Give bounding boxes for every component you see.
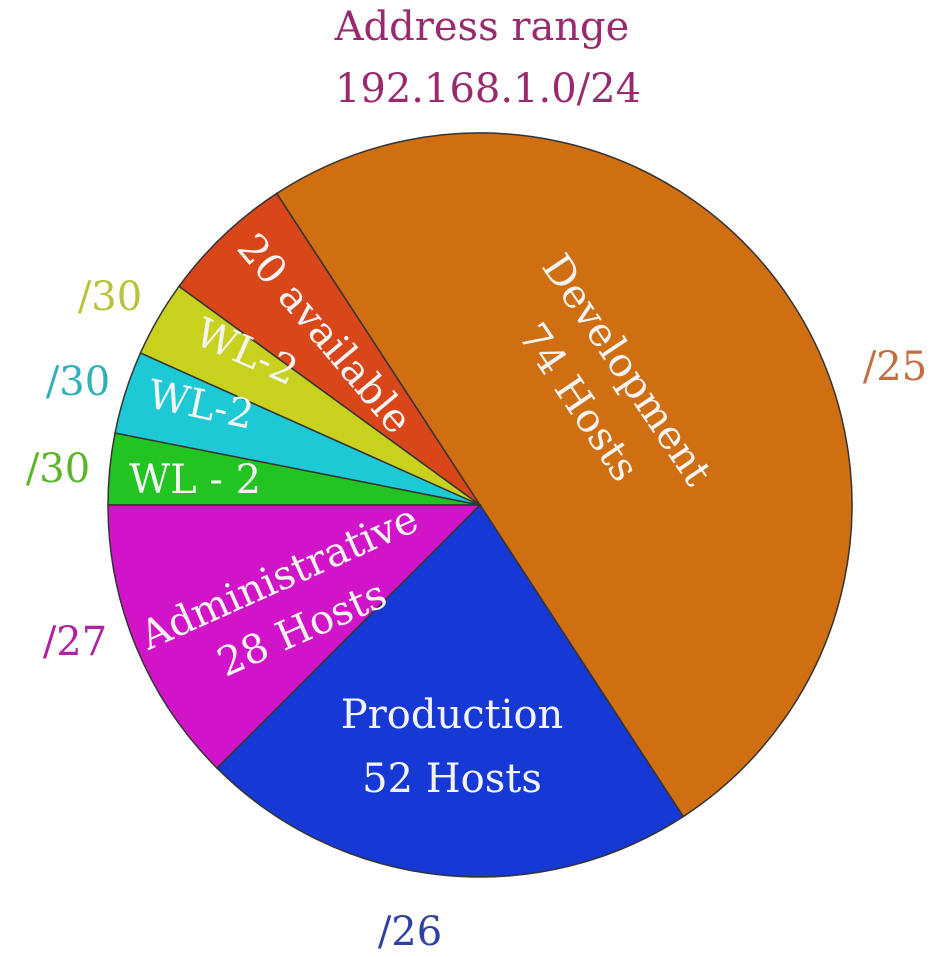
prefix-label: /25 — [863, 344, 927, 390]
slice-label: Production — [341, 692, 564, 738]
prefix-label: /30 — [78, 274, 142, 320]
prefix-label: /26 — [378, 909, 442, 955]
pie-slice — [275, 132, 853, 818]
title-line: Address range — [334, 4, 630, 50]
pie-slice — [215, 503, 685, 878]
slice-label: WL - 2 — [129, 457, 261, 503]
prefix-label: /27 — [43, 619, 107, 665]
prefix-label: /30 — [46, 359, 110, 405]
slice-label: 52 Hosts — [362, 756, 542, 802]
pie-slice — [177, 192, 481, 506]
pie-slice — [107, 504, 482, 770]
title-line: 192.168.1.0/24 — [335, 66, 641, 112]
prefix-label: /30 — [26, 446, 90, 492]
